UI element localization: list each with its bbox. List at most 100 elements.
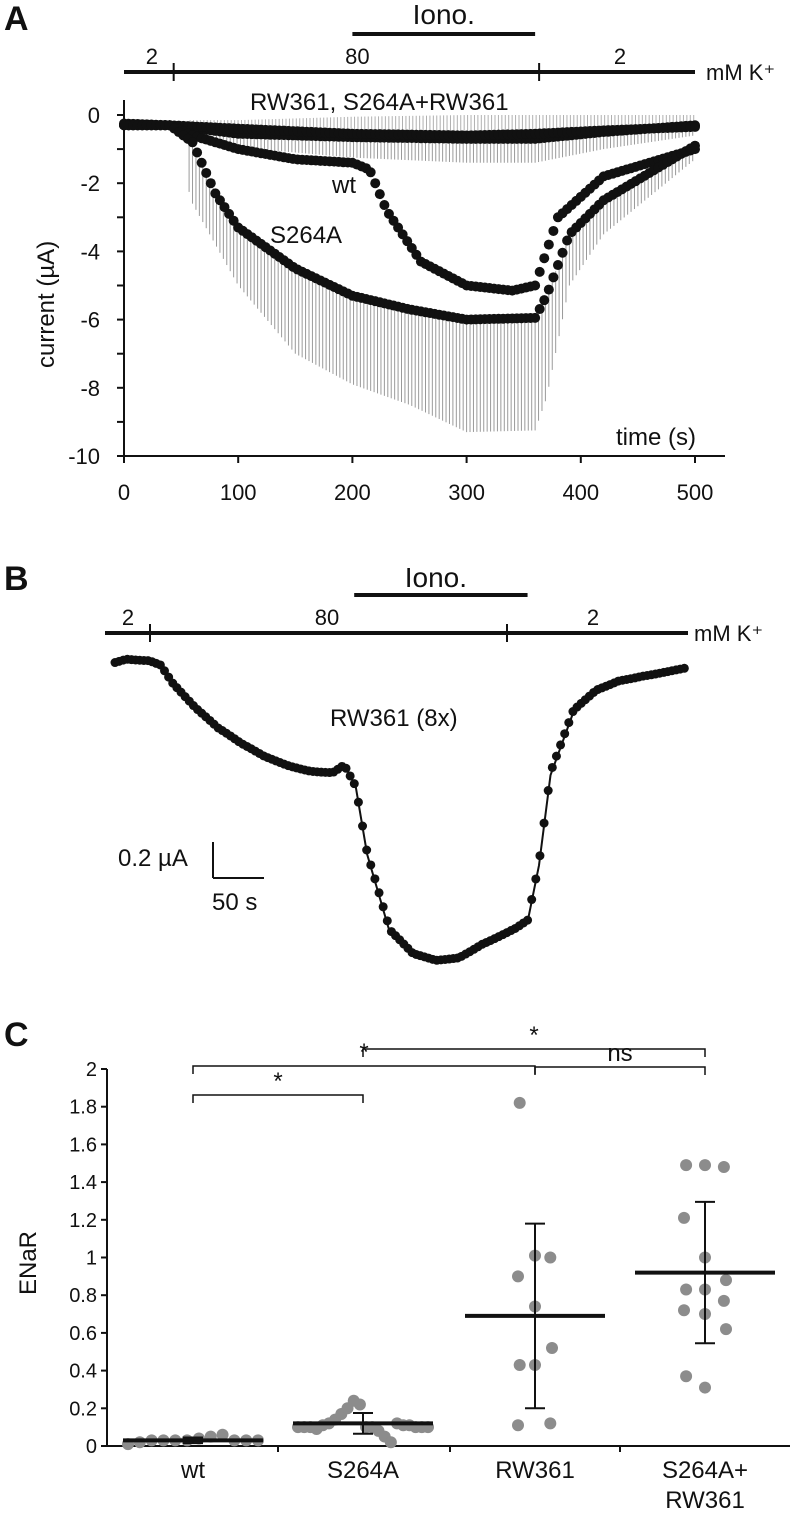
panel-a-y-tick-label: 0 bbox=[88, 103, 100, 128]
panel-c-data-point bbox=[678, 1211, 690, 1224]
panel-b-k-label: 2 bbox=[122, 605, 134, 630]
panel-b-data-point bbox=[547, 762, 557, 772]
panel-b-data-point bbox=[556, 740, 566, 750]
panel-a-x-tick-label: 200 bbox=[334, 480, 371, 505]
panel-b-trace-line bbox=[114, 657, 689, 962]
panel-c-y-axis-label: ENaR bbox=[15, 1231, 42, 1295]
panel-c-data-point bbox=[680, 1370, 693, 1383]
panel-c-y-tick-label: 1.6 bbox=[69, 1134, 97, 1156]
panel-b-iono-label: Iono. bbox=[405, 562, 467, 593]
panel-a-x-axis-label: time (s) bbox=[616, 424, 696, 451]
panel-label-a: A bbox=[4, 0, 29, 38]
panel-b-data-point bbox=[527, 895, 537, 905]
panel-c-data-point bbox=[216, 1428, 229, 1441]
panel-b-data-point bbox=[345, 771, 355, 781]
panel-a-y-tick-label: -10 bbox=[68, 444, 100, 469]
panel-b-condition-bar: Iono. 2 80 2 mM K⁺ bbox=[105, 562, 763, 646]
panel-c-data-point bbox=[353, 1398, 366, 1411]
panel-b-data-point bbox=[539, 818, 549, 828]
panel-b-data-point bbox=[358, 821, 368, 831]
panel-c-y-tick-label: 1.2 bbox=[69, 1210, 97, 1232]
panel-c-data-point bbox=[678, 1304, 690, 1317]
panel-c-significance-label: ns bbox=[607, 1040, 632, 1067]
panel-a-annotation-rw361: RW361, S264A+RW361 bbox=[250, 89, 509, 116]
panel-c-y-tick-label: 1 bbox=[86, 1248, 97, 1270]
panel-b-data-point bbox=[366, 860, 376, 870]
panel-b-scale-bar: 0.2 µA 50 s bbox=[118, 842, 264, 916]
panel-a-x-tick-label: 100 bbox=[220, 480, 257, 505]
panel-a-condition-bar: Iono. 2 80 2 mM K⁺ bbox=[124, 0, 775, 85]
panel-b-data-point bbox=[382, 916, 392, 926]
panel-c-data-point bbox=[384, 1436, 397, 1449]
panel-a-data-point bbox=[690, 121, 700, 132]
panel-label-b: B bbox=[4, 560, 29, 598]
panel-b-data-point bbox=[531, 874, 541, 884]
panel-c-data-point bbox=[680, 1159, 693, 1172]
panel-c-data-point bbox=[546, 1341, 558, 1354]
panel-a-x-tick-label: 300 bbox=[448, 480, 485, 505]
panel-b-data-point bbox=[679, 663, 689, 673]
panel-a-data-point bbox=[379, 200, 390, 211]
panel-a-axes: 0 -2 -4 -6 -8 -10 0 100 200 300 400 500 bbox=[68, 100, 725, 505]
panel-c-data-point bbox=[680, 1283, 693, 1296]
panel-b-data-point bbox=[353, 797, 363, 807]
panel-a-data-point bbox=[552, 260, 563, 271]
panel-a-x-tick-label: 0 bbox=[118, 480, 130, 505]
panel-a-data-point bbox=[543, 239, 554, 250]
panel-b-data-point bbox=[560, 729, 570, 739]
panel-c: 0 0.2 0.4 0.6 0.8 1 1.2 1.4 1.6 1.8 2 wt S264A RW361 S… bbox=[15, 1022, 790, 1514]
panel-c-significance-bracket bbox=[192, 1065, 536, 1074]
panel-b-k-label: 2 bbox=[587, 605, 599, 630]
panel-b-k-unit: mM K⁺ bbox=[694, 621, 763, 646]
panel-b-series-label: RW361 (8x) bbox=[330, 705, 458, 732]
panel-c-y-tick-label: 0 bbox=[86, 1436, 97, 1458]
panel-a-data-point bbox=[192, 147, 203, 158]
panel-c-data-point bbox=[544, 1417, 557, 1430]
panel-b-k-label: 80 bbox=[315, 605, 339, 630]
panel-a-y-tick-label: -2 bbox=[80, 171, 100, 196]
panel-b-data-point bbox=[362, 845, 372, 855]
panel-c-y-tick-label: 0.8 bbox=[69, 1285, 97, 1307]
panel-a-data-point bbox=[548, 225, 559, 236]
panel-a-y-tick-label: -6 bbox=[80, 308, 100, 333]
panel-b: Iono. 2 80 2 mM K⁺ RW361 (8x) 0.2 µA 50 s bbox=[105, 562, 763, 965]
panel-a-data-point bbox=[534, 266, 545, 277]
panel-a-data-point bbox=[548, 272, 559, 283]
panel-b-data-point bbox=[564, 718, 574, 728]
panel-a-data-point bbox=[534, 304, 545, 315]
panel-b-trace bbox=[110, 654, 689, 965]
panel-c-category-label: RW361 bbox=[495, 1457, 575, 1484]
panel-a-data-point bbox=[539, 295, 550, 306]
panel-c-y-tick-label: 1.8 bbox=[69, 1097, 97, 1119]
panel-c-mean-sd bbox=[123, 1200, 775, 1445]
panel-a-iono-label: Iono. bbox=[413, 0, 475, 30]
panel-label-c: C bbox=[4, 1016, 29, 1054]
panel-c-data-point bbox=[512, 1270, 524, 1283]
panel-c-data-point bbox=[513, 1096, 526, 1109]
panel-a-data-point bbox=[530, 312, 541, 323]
panel-b-data-point bbox=[378, 902, 388, 912]
panel-a-data-point bbox=[196, 157, 207, 168]
panel-c-y-tick-label: 0.6 bbox=[69, 1323, 97, 1345]
panel-c-data-point bbox=[699, 1159, 711, 1172]
panel-c-significance-label: * bbox=[359, 1039, 368, 1066]
panel-c-data-point bbox=[544, 1251, 557, 1264]
panel-c-significance-bracket bbox=[362, 1048, 706, 1057]
panel-a: 0 -2 -4 -6 -8 -10 0 100 200 300 400 500 Iono. 2 80 2 mM… bbox=[33, 0, 775, 505]
panel-c-data-point bbox=[699, 1381, 711, 1394]
panel-c-data-point bbox=[717, 1161, 730, 1174]
panel-a-data-point bbox=[690, 140, 700, 151]
panel-a-data-point bbox=[543, 284, 554, 295]
panel-c-significance-label: * bbox=[529, 1022, 538, 1049]
scale-bar-y-label: 0.2 µA bbox=[118, 845, 188, 872]
panel-c-y-tick-label: 0.4 bbox=[69, 1361, 97, 1383]
panel-c-axes: 0 0.2 0.4 0.6 0.8 1 1.2 1.4 1.6 1.8 2 wt S264A RW361 S… bbox=[69, 1059, 790, 1514]
panel-c-category-label: wt bbox=[180, 1457, 205, 1484]
panel-a-x-tick-label: 500 bbox=[677, 480, 714, 505]
panel-a-data-point bbox=[187, 137, 198, 148]
panel-a-data-point bbox=[201, 167, 212, 178]
panel-a-y-tick-label: -8 bbox=[80, 376, 100, 401]
panel-a-series bbox=[119, 118, 700, 325]
panel-a-k-label: 80 bbox=[345, 44, 369, 69]
